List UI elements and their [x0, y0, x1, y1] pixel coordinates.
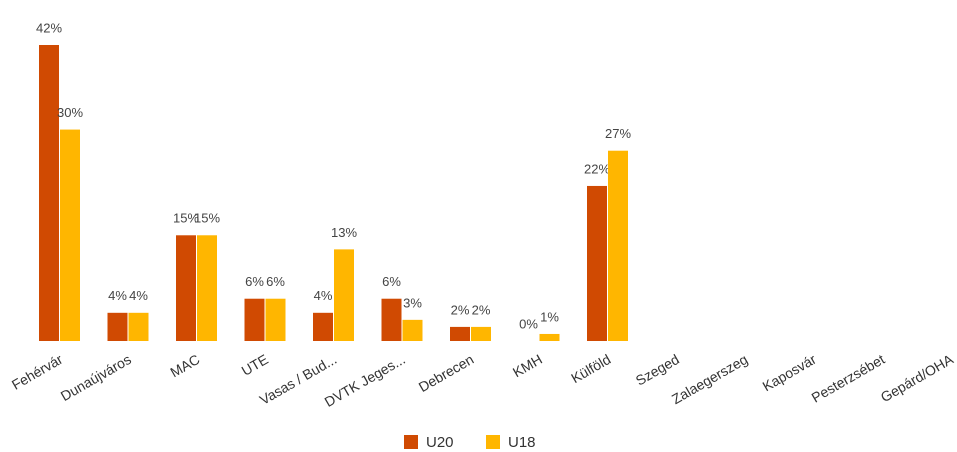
bar	[128, 312, 149, 341]
legend-label: U18	[508, 434, 536, 451]
legend-swatch	[404, 435, 418, 449]
bar	[608, 150, 628, 341]
value-label: 13%	[331, 225, 357, 240]
value-label: 2%	[451, 302, 470, 317]
value-label: 6%	[245, 274, 264, 289]
bar	[587, 185, 607, 341]
value-label: 30%	[57, 105, 83, 120]
value-label: 2%	[472, 302, 491, 317]
value-label: 1%	[540, 309, 559, 324]
bar	[265, 298, 286, 341]
x-tick-label: Gepárd/OHA	[878, 351, 957, 406]
bar	[107, 312, 128, 341]
x-tick-label: UTE	[239, 351, 271, 379]
bar	[334, 249, 354, 341]
value-label: 4%	[129, 288, 148, 303]
bar	[402, 319, 423, 341]
bar	[197, 235, 217, 341]
value-label: 6%	[266, 274, 285, 289]
bar	[471, 326, 491, 341]
x-tick-label: Dunaújváros	[58, 351, 134, 404]
value-label: 0%	[519, 316, 538, 331]
legend-swatch	[486, 435, 500, 449]
x-tick-label: Pesterzsébet	[809, 351, 888, 406]
value-label: 6%	[382, 274, 401, 289]
value-label: 15%	[194, 211, 220, 226]
value-label: 22%	[584, 161, 610, 176]
bar	[176, 235, 196, 341]
value-label: 42%	[36, 20, 62, 35]
bar	[539, 333, 560, 341]
bar	[39, 45, 59, 341]
bar	[450, 326, 470, 341]
x-tick-label: Szeged	[633, 351, 682, 389]
value-label: 15%	[173, 211, 199, 226]
value-label: 3%	[403, 295, 422, 310]
legend-label: U20	[426, 434, 454, 451]
x-tick-label: MAC	[167, 351, 202, 380]
value-label: 27%	[605, 126, 631, 141]
bar	[313, 312, 333, 341]
x-tick-label: Fehérvár	[9, 351, 66, 393]
x-tick-label: KMH	[510, 351, 545, 380]
bar	[60, 129, 80, 341]
value-label: 4%	[314, 288, 333, 303]
value-label: 4%	[108, 288, 127, 303]
bar	[381, 298, 402, 341]
x-tick-label: Debrecen	[416, 351, 477, 395]
x-tick-label: Külföld	[568, 351, 613, 386]
x-tick-label: Zalaegerszeg	[669, 351, 750, 407]
x-tick-label: Kaposvár	[760, 351, 820, 395]
bar	[244, 298, 265, 341]
